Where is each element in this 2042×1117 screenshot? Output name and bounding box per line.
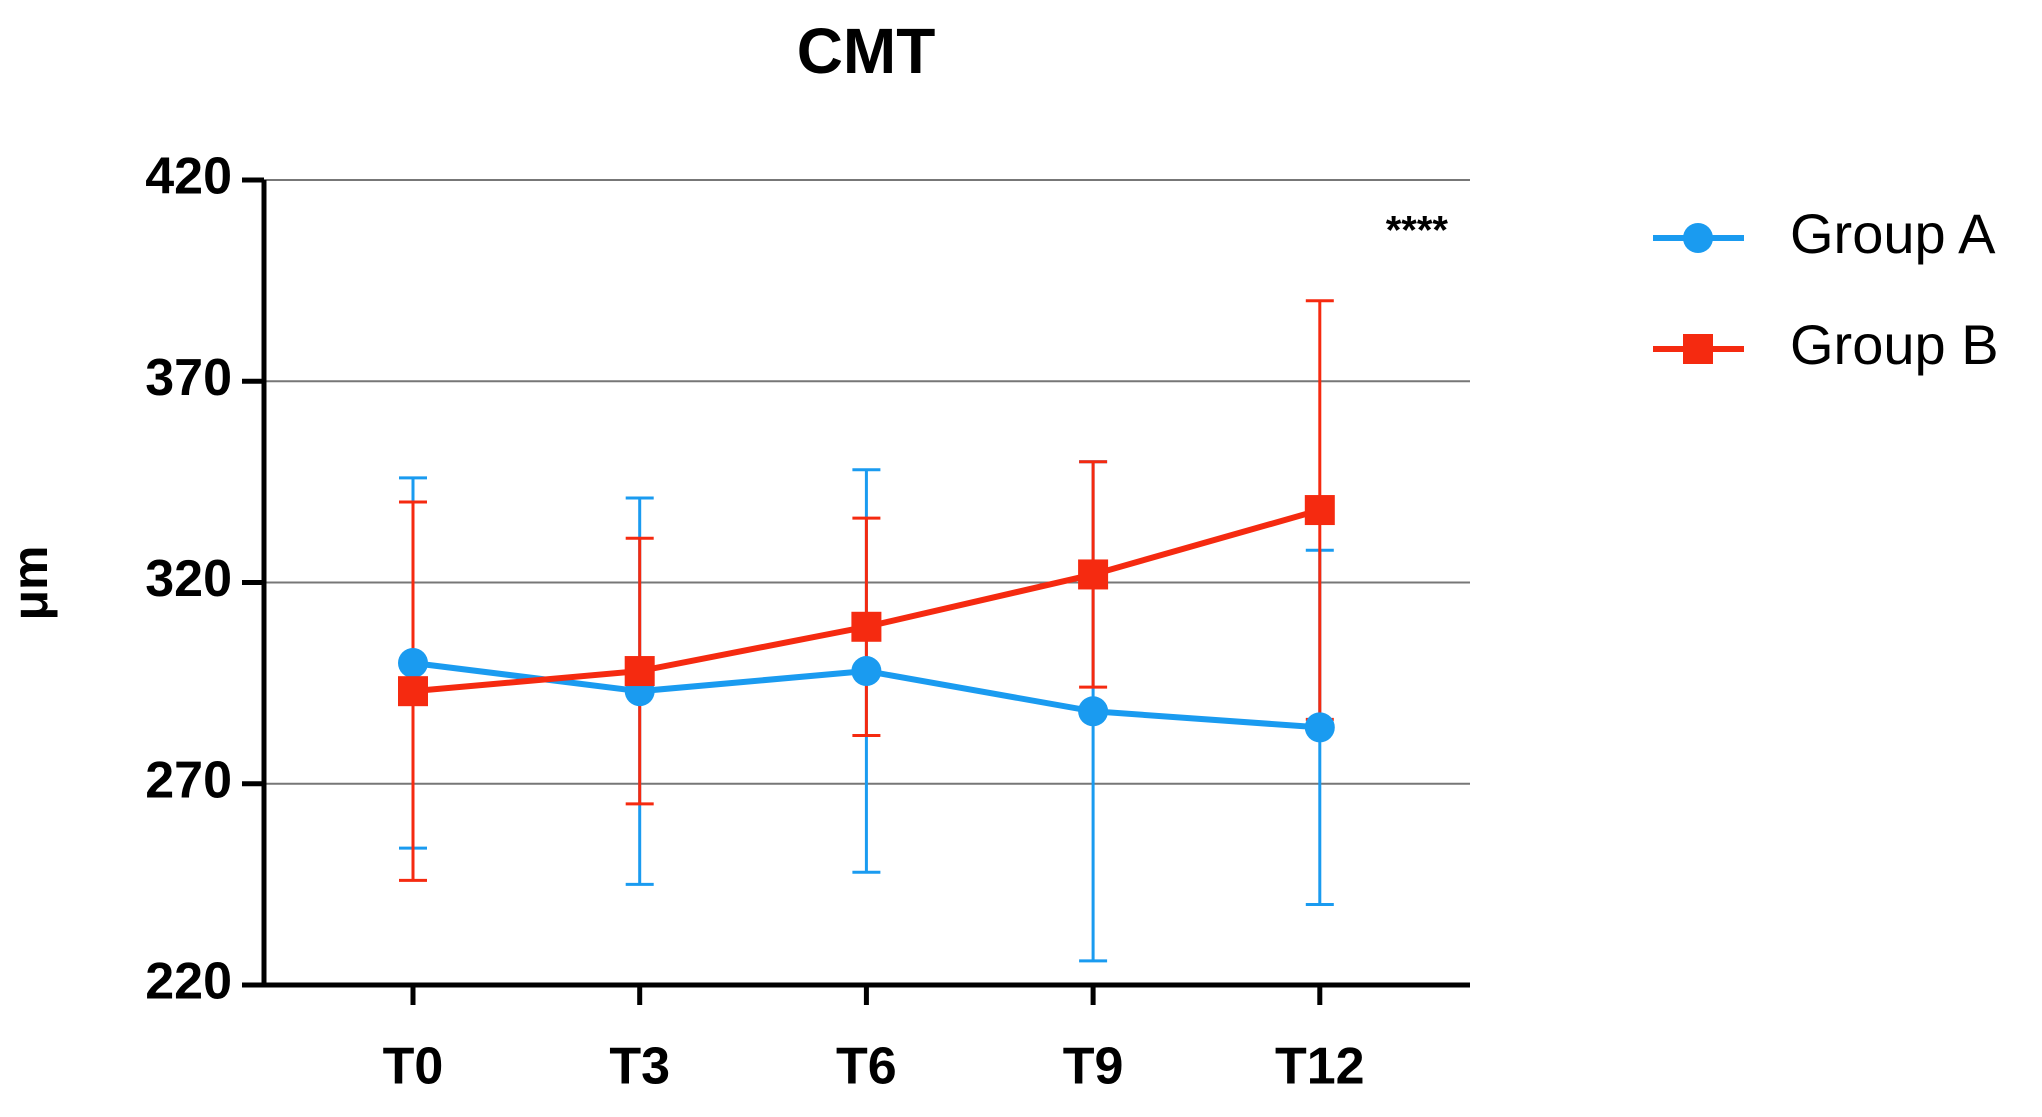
y-axis-label: μm xyxy=(2,545,58,620)
data-point xyxy=(851,611,882,642)
annotation: **** xyxy=(1386,209,1449,253)
x-tick-label: T3 xyxy=(609,1038,670,1096)
data-point xyxy=(1304,495,1335,526)
y-tick-label: 420 xyxy=(145,148,232,206)
data-point xyxy=(398,648,428,678)
y-tick-label: 320 xyxy=(145,550,232,608)
legend-marker xyxy=(1683,223,1713,253)
data-point xyxy=(1304,712,1335,743)
legend-label: Group A xyxy=(1790,202,1996,265)
data-point xyxy=(624,656,655,687)
data-point xyxy=(851,656,882,687)
data-point xyxy=(1078,559,1109,590)
y-tick-label: 270 xyxy=(145,751,232,809)
data-point xyxy=(1078,696,1109,727)
legend-label: Group B xyxy=(1790,313,1999,376)
x-tick-label: T12 xyxy=(1275,1038,1365,1096)
x-tick-label: T6 xyxy=(836,1038,897,1096)
y-tick-label: 370 xyxy=(145,349,232,407)
x-tick-label: T0 xyxy=(383,1038,444,1096)
data-point xyxy=(398,676,428,707)
chart-title: CMT xyxy=(797,15,936,87)
legend-marker xyxy=(1683,334,1713,364)
x-tick-label: T9 xyxy=(1063,1038,1124,1096)
y-tick-label: 220 xyxy=(145,953,232,1011)
